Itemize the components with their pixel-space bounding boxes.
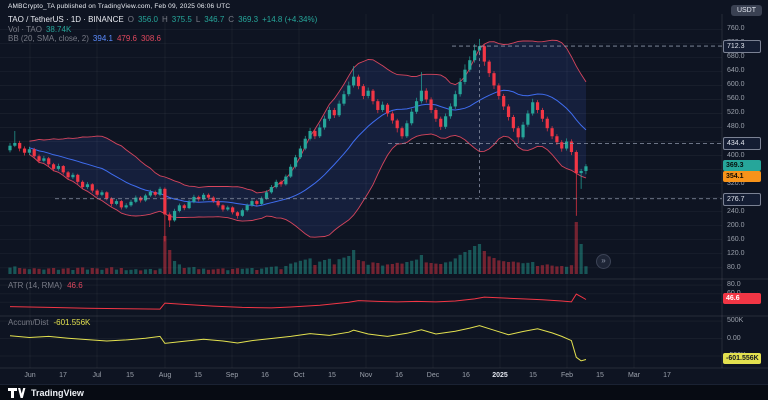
close-value: 369.3 [238, 15, 259, 24]
high-value: 375.5 [171, 15, 192, 24]
open-label: O [127, 15, 134, 24]
change-value: +14.8 (+4.34%) [262, 15, 318, 24]
bb-indicator-label[interactable]: BB (20, SMA, close, 2) [8, 34, 89, 43]
legend-bb-row: BB (20, SMA, close, 2) 394.1 479.6 308.6 [8, 34, 317, 44]
legend-symbol-row: TAO / TetherUS · 1D · BINANCE O 356.0 H 37… [8, 15, 317, 25]
ad-indicator-label[interactable]: Accum/Dist [8, 318, 49, 327]
time-axis[interactable] [0, 368, 722, 384]
currency-toggle-button[interactable]: USDT [730, 5, 762, 16]
legend-main: TAO / TetherUS · 1D · BINANCE O 356.0 H 37… [8, 15, 317, 44]
bb-lower-value: 308.6 [140, 34, 162, 43]
low-value: 346.7 [204, 15, 225, 24]
symbol-title[interactable]: TAO / TetherUS · 1D · BINANCE [8, 15, 124, 24]
volume-indicator-label[interactable]: Vol · TAO [8, 24, 42, 34]
price-axis[interactable] [722, 14, 768, 368]
low-label: L [195, 15, 201, 24]
bb-basis-value: 394.1 [92, 34, 113, 43]
close-label: C [228, 15, 235, 24]
footer-bar: TradingView [0, 384, 768, 400]
attribution-text: AMBCrypto_TA published on TradingView.co… [8, 3, 231, 10]
bb-upper-value: 479.6 [116, 34, 137, 43]
tradingview-brand-text[interactable]: TradingView [31, 387, 84, 398]
ad-value: -601.556K [53, 318, 91, 327]
legend-volume-row: Vol · TAO 38.74K [8, 25, 317, 35]
open-value: 356.0 [137, 15, 158, 24]
tradingview-logo-icon[interactable] [8, 387, 26, 398]
legend-ad-pane: Accum/Dist -601.556K [8, 318, 90, 327]
volume-value: 38.74K [45, 24, 72, 34]
go-to-realtime-button[interactable]: » [596, 254, 611, 269]
atr-value: 46.6 [67, 281, 83, 290]
atr-indicator-label[interactable]: ATR (14, RMA) [8, 281, 63, 290]
legend-atr-pane: ATR (14, RMA) 46.6 [8, 281, 83, 290]
high-label: H [162, 15, 168, 24]
